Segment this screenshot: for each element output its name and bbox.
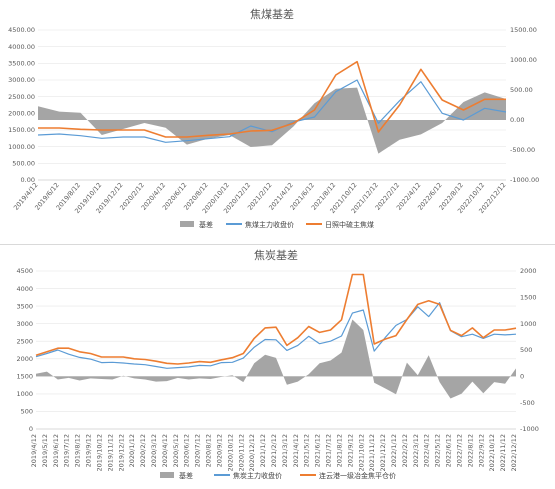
y-right-tick-label: -1000.00: [510, 176, 539, 184]
x-tick-label: 2022/12/12: [510, 434, 518, 471]
y-left-tick-label: 3500: [16, 302, 33, 310]
y-right-tick-label: -500: [520, 399, 535, 407]
x-tick-label: 2022/5/12: [434, 434, 442, 467]
series-spot-line: [35, 273, 517, 365]
chart-title: 焦炭基差: [254, 248, 298, 262]
x-tick-label: 2021/11/12: [368, 434, 376, 471]
y-right-tick-label: 1500.00: [510, 26, 537, 34]
legend-label: 基差: [199, 220, 213, 229]
x-tick-label: 2020/2/12: [139, 434, 147, 467]
y-right-tick-label: 2000: [520, 267, 537, 275]
x-tick-label: 2020/12/12: [248, 434, 256, 471]
y-right-tick-label: 0: [520, 373, 524, 381]
y-left-tick-label: 2000.00: [8, 110, 35, 118]
x-tick-label: 2020/1/12: [128, 434, 136, 467]
x-tick-label: 2022/7/12: [455, 434, 463, 467]
y-left-tick-label: 4500.00: [8, 26, 35, 34]
x-tick-label: 2021/12/12: [379, 434, 387, 471]
y-left-tick-label: 2000: [16, 355, 33, 363]
x-tick-label: 2021/4/12: [292, 434, 300, 467]
x-tick-label: 2020/5/12: [172, 434, 180, 467]
y-left-tick-label: 3000.00: [8, 76, 35, 84]
x-tick-label: 2021/3/12: [281, 434, 289, 467]
y-left-tick-label: 2500: [16, 337, 33, 345]
x-tick-label: 2021/2/12: [270, 434, 278, 467]
x-tick-label: 2019/9/12: [85, 434, 93, 467]
x-tick-label: 2022/1/12: [390, 434, 398, 467]
legend-swatch-basis: [180, 221, 194, 227]
series-basis-area: [36, 319, 516, 399]
y-right-tick-label: 1500: [520, 294, 537, 302]
x-tick-label: 2020/7/12: [194, 434, 202, 467]
x-tick-label: 2021/5/12: [303, 434, 311, 467]
x-tick-label: 2021/9/12: [346, 434, 354, 467]
x-tick-label: 2022/4/12: [423, 434, 431, 467]
x-tick-label: 2019/12/12: [117, 434, 125, 471]
y-left-tick-label: 1500: [16, 373, 33, 381]
x-tick-label: 2020/11/12: [237, 434, 245, 471]
y-left-tick-label: 2500.00: [8, 93, 35, 101]
x-tick-label: 2019/10/12: [95, 434, 103, 471]
x-tick-label: 2021/6/12: [314, 434, 322, 467]
x-tick-label: 2021/7/12: [325, 434, 333, 467]
legend-label: 焦煤主力收盘价: [245, 220, 294, 229]
x-tick-label: 2021/10/12: [357, 434, 365, 471]
x-tick-label: 2020/4/12: [161, 434, 169, 467]
x-tick-label: 2019/7/12: [63, 434, 71, 467]
legend-label: 连云港一级冶金焦平仓价: [319, 471, 396, 480]
chart-title: 焦煤基差: [250, 7, 294, 21]
x-tick-label: 2021/8/12: [335, 434, 343, 467]
x-tick-label: 2022/9/12: [477, 434, 485, 467]
x-tick-label: 2020/8/12: [205, 434, 213, 467]
y-left-tick-label: 1500.00: [8, 126, 35, 134]
y-right-tick-label: -500.00: [510, 146, 535, 154]
series-spot-line: [38, 60, 506, 138]
x-tick-label: 2022/6/12: [445, 434, 453, 467]
coke-basis-panel: 焦炭基差 0 500 1000 1500 2000 2500 3000 3500 4000 4500…: [0, 244, 555, 489]
y-left-tick-label: 500.00: [12, 160, 35, 168]
x-tick-label: 2020/9/12: [215, 434, 223, 467]
x-tick-label: 2022/3/12: [412, 434, 420, 467]
series-futures-line: [37, 79, 507, 143]
coking-coal-basis-panel: 焦煤基差 0.00 500.00 1000.00 1500.00 2000.00 2500.…: [0, 0, 555, 244]
x-tick-label: 2020/10/12: [226, 434, 234, 471]
x-tick-label: 2019/8/12: [74, 434, 82, 467]
x-tick-label: 2019/6/12: [52, 434, 60, 467]
legend-swatch-basis: [160, 472, 174, 478]
series-basis-area: [38, 87, 506, 154]
y-left-tick-label: 0.00: [21, 176, 35, 184]
y-left-tick-label: 4000: [16, 285, 33, 293]
legend-label: 日照中硫主焦煤: [325, 220, 374, 229]
x-tick-label: 2020/6/12: [183, 434, 191, 467]
y-left-tick-label: 1000.00: [8, 143, 35, 151]
x-tick-label: 2019/4/12: [30, 434, 38, 467]
x-tick-label: 2022/2/12: [401, 434, 409, 467]
y-left-tick-label: 500: [21, 408, 33, 416]
legend-label: 焦炭主力收盘价: [233, 471, 282, 480]
x-tick-label: 2020/3/12: [150, 434, 158, 467]
y-right-tick-label: 1000.00: [510, 56, 537, 64]
y-left-tick-label: 3000: [16, 320, 33, 328]
y-left-tick-label: 1000: [16, 390, 33, 398]
y-left-tick-label: 3500.00: [8, 60, 35, 68]
y-right-tick-label: 0.00: [510, 116, 524, 124]
x-tick-label: 2019/5/12: [41, 434, 49, 467]
x-tick-label: 2019/11/12: [106, 434, 114, 471]
series-futures-line: [35, 301, 517, 369]
x-tick-label: 2022/8/12: [466, 434, 474, 467]
y-right-tick-label: -1000: [520, 425, 539, 433]
y-right-tick-label: 500.00: [510, 86, 533, 94]
x-tick-label: 2021/1/12: [259, 434, 267, 467]
y-left-tick-label: 4500: [16, 267, 33, 275]
coke-basis-chart: 焦炭基差 0 500 1000 1500 2000 2500 3000 3500 4000 4500…: [16, 248, 539, 480]
y-right-tick-label: 1000: [520, 320, 537, 328]
coking-coal-basis-chart: 焦煤基差 0.00 500.00 1000.00 1500.00 2000.00 2500.…: [8, 7, 539, 229]
legend-label: 基差: [179, 471, 193, 480]
y-left-tick-label: 4000.00: [8, 43, 35, 51]
x-tick-label: 2022/10/12: [488, 434, 496, 471]
x-tick-label: 2022/11/12: [499, 434, 507, 471]
y-right-tick-label: 500: [520, 346, 532, 354]
y-left-tick-label: 0: [29, 425, 33, 433]
